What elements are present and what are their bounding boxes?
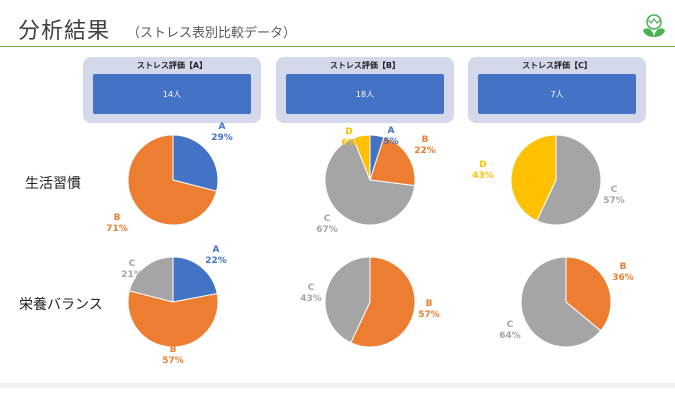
pie-3-slice-c <box>128 256 174 303</box>
pie-0-slice-a <box>172 134 219 192</box>
pie-5-slice-c <box>520 256 602 348</box>
group-count-a: 14人 <box>93 74 251 114</box>
row-label-nutrition: 栄養バランス <box>19 297 103 313</box>
slide: 分析結果 （ストレス表別比較データ） ストレス評価【A】 14人 ストレス評価【… <box>0 0 675 383</box>
pie-0-slice-b <box>127 134 218 226</box>
pie-3-slice-a <box>172 256 218 303</box>
pie-3-label-b: B 57% <box>162 345 184 366</box>
group-label-a: ストレス評価【A】 <box>136 61 208 70</box>
group-count-b: 18人 <box>286 74 444 114</box>
row-label-lifestyle: 生活習慣 <box>25 176 81 192</box>
group-panel-b: ストレス評価【B】 18人 <box>276 57 454 123</box>
group-label-b: ストレス評価【B】 <box>329 61 401 70</box>
pie-4-label-b: B 57% <box>418 299 440 320</box>
pie-4-slice-b <box>350 256 416 348</box>
group-label-c: ストレス評価【C】 <box>522 61 592 70</box>
pie-0-label-a: A 29% <box>211 122 233 143</box>
page-subtitle: （ストレス表別比較データ） <box>127 26 297 41</box>
pie-1-slice-d <box>352 134 371 181</box>
group-panel-a: ストレス評価【A】 14人 <box>83 57 261 123</box>
pie-1-label-a: A 5% <box>383 126 398 147</box>
pie-5-label-b: B 36% <box>612 262 634 283</box>
pie-1-label-c: C 67% <box>316 214 338 235</box>
page-title: 分析結果 <box>18 19 111 44</box>
pie-0-label-b: B 71% <box>106 213 128 234</box>
pie-charts: A 29% B 71% A 5% B 22% C 67% D 6% C 57% D 43% A 22% B 57% C 2… <box>106 122 634 366</box>
pie-2-slice-c <box>536 134 602 226</box>
title-divider <box>0 46 675 47</box>
pie-3-slice-b <box>127 290 219 348</box>
pie-3-label-c: C 21% <box>121 259 143 280</box>
pie-5-slice-b <box>565 256 612 332</box>
pie-1-slice-c <box>324 137 416 226</box>
pie-2-label-c: C 57% <box>603 185 625 206</box>
next-slide-edge <box>0 388 675 400</box>
pie-4-slice-c <box>324 256 371 344</box>
pie-1-label-d: D 6% <box>341 127 356 148</box>
pie-1-slice-b <box>369 136 416 187</box>
pie-2-slice-d <box>510 134 557 222</box>
pie-5-label-c: C 64% <box>499 320 521 341</box>
pie-1-label-b: B 22% <box>414 135 436 156</box>
pie-3-label-a: A 22% <box>205 245 227 266</box>
leaf-logo-icon <box>643 14 665 37</box>
pie-2-label-d: D 43% <box>472 160 494 181</box>
pie-4-label-c: C 43% <box>300 283 322 304</box>
group-panel-c: ストレス評価【C】 7人 <box>468 57 646 123</box>
group-count-c: 7人 <box>478 74 636 114</box>
